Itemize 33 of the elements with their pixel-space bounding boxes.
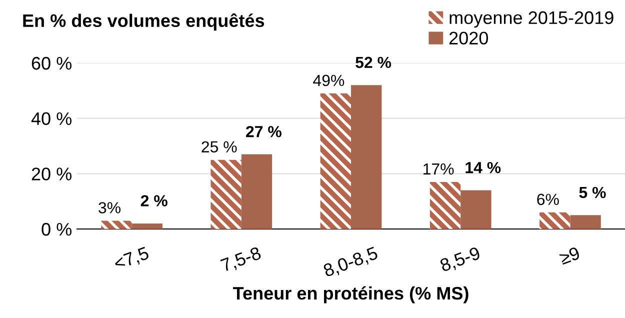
y-tick-label: 20 %: [32, 168, 72, 180]
bar: [101, 220, 132, 229]
bar: [351, 85, 382, 229]
bar: [540, 212, 570, 229]
x-tick-label: 8,5-9: [439, 246, 482, 274]
x-tick-label: 8,0-8,5: [322, 246, 380, 280]
bar: [210, 160, 242, 229]
data-label: 52 %: [356, 56, 392, 68]
x-tick-label: ≥9: [558, 246, 580, 265]
data-label: 17%: [424, 163, 454, 175]
data-label: 6%: [537, 194, 559, 206]
x-tick-label: 7,5-8: [220, 246, 262, 274]
bar: [570, 215, 601, 229]
legend-label: moyenne 2015-2019: [450, 11, 614, 28]
data-label: 2 %: [140, 195, 168, 206]
y-tick-label: 40 %: [31, 112, 72, 126]
data-label: 49%: [313, 74, 344, 86]
bar: [430, 182, 461, 229]
data-label: 27 %: [246, 126, 282, 138]
data-label: 25 %: [202, 141, 237, 153]
y-tick-label: 60 %: [32, 56, 72, 70]
data-label: 3%: [98, 202, 120, 214]
y-tick-label: 0 %: [42, 222, 72, 236]
x-tick-label: <7,5: [113, 246, 150, 272]
legend-label: 2020: [449, 32, 488, 45]
data-label: 14 %: [466, 162, 501, 174]
bar: [241, 154, 272, 229]
bar: [460, 190, 492, 229]
data-label: 5 %: [579, 186, 606, 198]
bar: [320, 93, 351, 229]
bar: [132, 223, 162, 229]
x-axis-title: Teneur en protéines (% MS): [232, 286, 468, 304]
chart-title: En % des volumes enquêtés: [23, 13, 264, 31]
